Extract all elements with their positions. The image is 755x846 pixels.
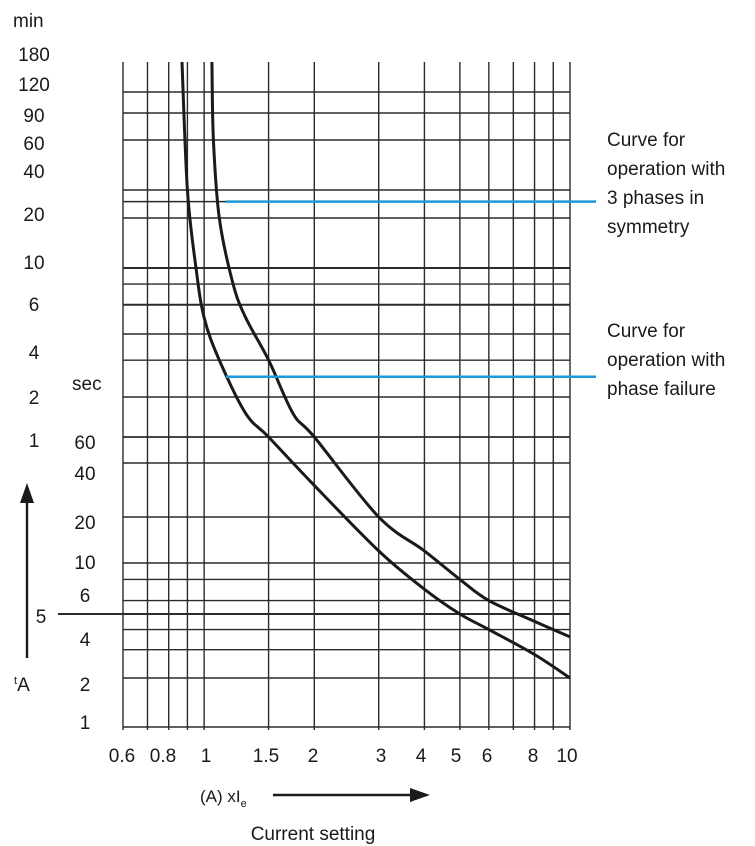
y-tick-label-min: 4 [29, 343, 40, 364]
annotation-text: Curve for [607, 321, 686, 342]
y-tick-label-min: 60 [23, 134, 44, 155]
y-tick-label-min: 90 [23, 106, 44, 127]
phase-failure-curve [180, 61, 571, 680]
label-layer: Curve for operation with 3 phases in symmet… [13, 11, 725, 845]
x-tick-label: 5 [451, 746, 462, 767]
x-tick-label: 4 [416, 746, 427, 767]
y-tick-label-min: 40 [23, 162, 44, 183]
x-tick-label: 8 [528, 746, 539, 767]
y-tick-label-min: 1 [29, 431, 40, 452]
annotation-text: Curve for [607, 130, 686, 151]
x-tick-label: 2 [308, 746, 319, 767]
leader-layer [226, 200, 596, 378]
y-tick-label-min: 2 [29, 388, 40, 409]
curve-layer [180, 61, 571, 680]
y-tick-label-sec: 4 [80, 630, 91, 651]
x-tick-label: 0.6 [109, 746, 135, 767]
grid-layer [58, 62, 571, 730]
y-tick-label-min: 6 [29, 295, 40, 316]
y-tick-label-sec: 2 [80, 675, 91, 696]
x-tick-label: 10 [556, 746, 577, 767]
annotation-text: operation with [607, 159, 725, 180]
y-tick-label-sec: 40 [74, 464, 95, 485]
x-axis-label: (A) xIe [200, 787, 247, 810]
y-tick-label-sec: 1 [80, 713, 91, 734]
symmetry-curve [210, 61, 571, 639]
y-tick-label-min: 180 [18, 45, 50, 66]
y-axis-arrow-head [20, 483, 34, 503]
annotation-text: phase failure [607, 379, 716, 400]
y-tick-label-min: 20 [23, 205, 44, 226]
y-tick-label-sec: 60 [74, 433, 95, 454]
x-axis-caption: Current setting [251, 824, 376, 845]
y-unit-min-label: min [13, 11, 44, 32]
x-axis-arrow-head [410, 788, 430, 802]
annotation-text: symmetry [607, 217, 690, 238]
x-tick-label: 1 [201, 746, 212, 767]
x-tick-label: 6 [482, 746, 493, 767]
y-tick-label-sec: 6 [80, 586, 91, 607]
x-tick-label: 3 [376, 746, 387, 767]
y-axis-label: tA [14, 675, 30, 696]
y-unit-sec-label: sec [72, 374, 102, 395]
x-tick-label: 0.8 [150, 746, 176, 767]
y-tick-label-min: 10 [23, 253, 44, 274]
annotation-text: 3 phases in [607, 188, 704, 209]
y-tick-label-sec: 10 [74, 553, 95, 574]
annotation-text: operation with [607, 350, 725, 371]
x-tick-label: 1.5 [253, 746, 279, 767]
y-tick-label-sec: 20 [74, 513, 95, 534]
y-tick-label-min: 120 [18, 75, 50, 96]
y-marker-label: 5 [36, 607, 47, 628]
